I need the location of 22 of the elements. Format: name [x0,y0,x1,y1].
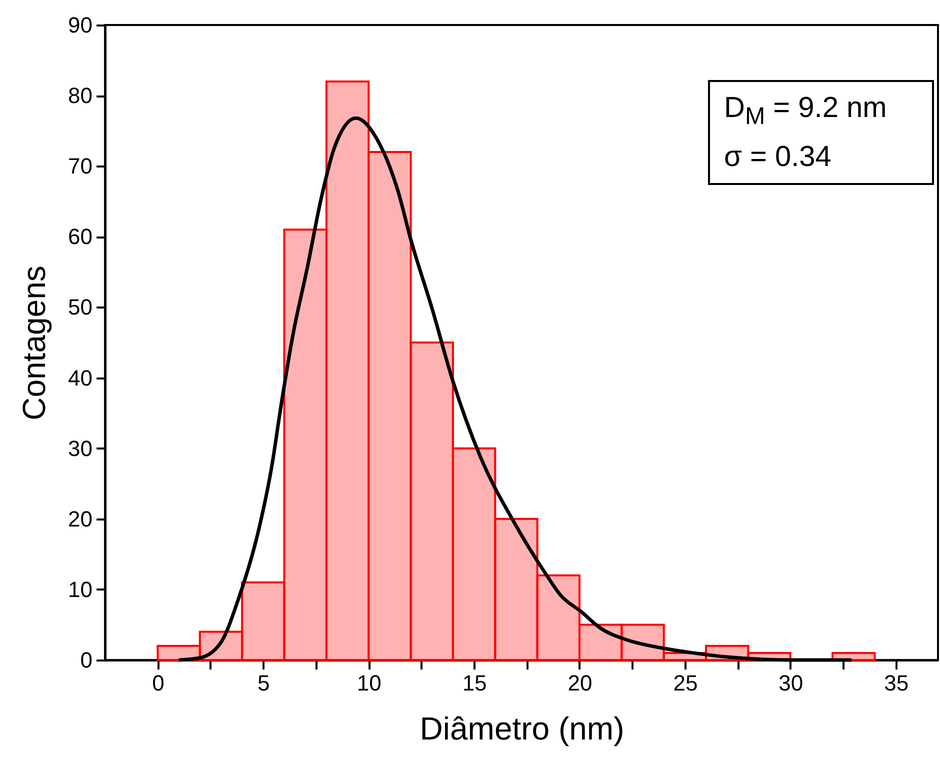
y-axis-title: Contagens [16,266,52,420]
y-tick-label: 40 [68,365,92,390]
y-tick-label: 30 [68,436,92,461]
y-tick-label: 10 [68,576,92,602]
x-tick-label: 20 [568,670,592,696]
x-tick-label: 25 [673,670,698,696]
x-tick-label: 5 [258,670,270,696]
y-tick-label: 50 [68,294,92,320]
x-tick-label: 35 [884,670,909,696]
x-tick-label: 15 [462,670,487,696]
annotation: D$_{M}$ = 9.2 nm [724,91,888,132]
y-tick-label: 90 [68,12,92,38]
y-tick-label: 70 [68,154,92,179]
x-tick-label: 10 [356,670,382,696]
y-tick-label: 20 [68,506,92,532]
y-tick-label: 0 [80,648,92,672]
x-axis-title: Diâmetro (nm) [420,710,624,746]
y-tick-label: 80 [68,83,92,108]
y-tick-label: 60 [68,224,92,250]
annotation: σ = 0.34 [724,140,832,175]
x-tick-label: 0 [152,670,164,696]
x-tick-label: 30 [778,670,804,696]
